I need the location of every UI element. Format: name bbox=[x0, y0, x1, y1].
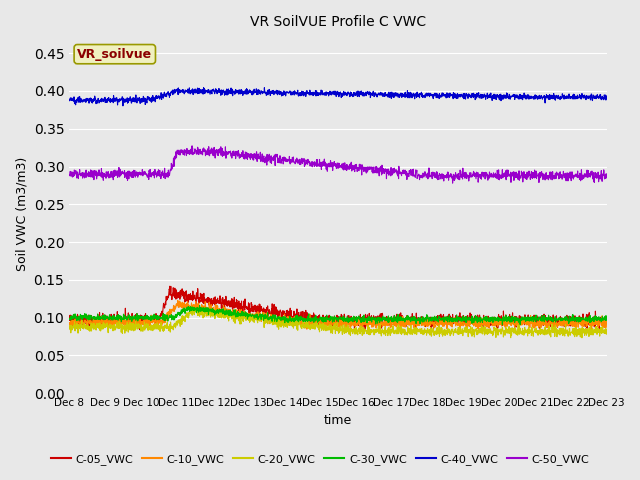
X-axis label: time: time bbox=[324, 414, 352, 427]
Line: C-20_VWC: C-20_VWC bbox=[69, 308, 607, 338]
C-20_VWC bbox=[578, 335, 586, 341]
C-40_VWC bbox=[588, 91, 595, 97]
C-40_VWC bbox=[313, 90, 321, 96]
C-30_VWC bbox=[196, 302, 204, 308]
C-20_VWC bbox=[189, 305, 197, 311]
C-30_VWC bbox=[588, 318, 595, 324]
C-50_VWC bbox=[449, 180, 456, 186]
Legend: C-05_VWC, C-10_VWC, C-20_VWC, C-30_VWC, C-40_VWC, C-50_VWC: C-05_VWC, C-10_VWC, C-20_VWC, C-30_VWC, … bbox=[47, 450, 593, 469]
C-20_VWC bbox=[93, 321, 100, 326]
C-30_VWC bbox=[499, 322, 506, 327]
C-30_VWC bbox=[313, 316, 321, 322]
C-40_VWC bbox=[200, 85, 207, 91]
C-50_VWC bbox=[188, 143, 196, 149]
C-10_VWC bbox=[603, 319, 611, 325]
C-50_VWC bbox=[313, 157, 321, 163]
C-40_VWC bbox=[489, 96, 497, 102]
C-05_VWC bbox=[166, 283, 173, 289]
C-10_VWC bbox=[174, 298, 182, 303]
Line: C-30_VWC: C-30_VWC bbox=[69, 305, 607, 324]
C-40_VWC bbox=[93, 98, 100, 104]
C-20_VWC bbox=[65, 326, 73, 332]
C-20_VWC bbox=[603, 331, 611, 337]
C-30_VWC bbox=[65, 316, 73, 322]
C-50_VWC bbox=[65, 173, 73, 179]
C-05_VWC bbox=[489, 323, 497, 328]
C-05_VWC bbox=[588, 317, 595, 323]
C-40_VWC bbox=[119, 103, 127, 109]
C-20_VWC bbox=[313, 320, 321, 325]
C-10_VWC bbox=[588, 322, 595, 327]
C-30_VWC bbox=[489, 318, 497, 324]
C-05_VWC bbox=[588, 319, 595, 324]
C-30_VWC bbox=[327, 314, 335, 320]
C-50_VWC bbox=[603, 175, 611, 180]
C-05_VWC bbox=[136, 327, 143, 333]
C-40_VWC bbox=[327, 89, 335, 95]
Line: C-10_VWC: C-10_VWC bbox=[69, 300, 607, 330]
Text: VR_soilvue: VR_soilvue bbox=[77, 48, 152, 60]
Line: C-50_VWC: C-50_VWC bbox=[69, 146, 607, 183]
C-10_VWC bbox=[313, 322, 321, 327]
C-05_VWC bbox=[65, 315, 73, 321]
C-40_VWC bbox=[65, 97, 73, 103]
C-10_VWC bbox=[93, 321, 100, 327]
C-05_VWC bbox=[93, 318, 100, 324]
C-50_VWC bbox=[489, 174, 497, 180]
C-10_VWC bbox=[489, 322, 497, 328]
C-30_VWC bbox=[93, 316, 100, 322]
C-40_VWC bbox=[588, 91, 595, 97]
C-50_VWC bbox=[93, 176, 100, 182]
C-20_VWC bbox=[588, 332, 595, 337]
C-05_VWC bbox=[603, 320, 611, 326]
C-50_VWC bbox=[588, 171, 595, 177]
C-20_VWC bbox=[327, 330, 335, 336]
C-20_VWC bbox=[588, 328, 595, 334]
Line: C-40_VWC: C-40_VWC bbox=[69, 88, 607, 106]
C-50_VWC bbox=[588, 172, 595, 178]
C-30_VWC bbox=[588, 315, 595, 321]
C-50_VWC bbox=[327, 161, 335, 167]
C-20_VWC bbox=[489, 333, 497, 338]
Y-axis label: Soil VWC (m3/m3): Soil VWC (m3/m3) bbox=[15, 156, 28, 271]
C-05_VWC bbox=[313, 320, 321, 326]
Line: C-05_VWC: C-05_VWC bbox=[69, 286, 607, 330]
C-30_VWC bbox=[603, 313, 611, 319]
C-10_VWC bbox=[327, 318, 335, 324]
C-40_VWC bbox=[603, 93, 611, 99]
C-10_VWC bbox=[320, 327, 328, 333]
C-10_VWC bbox=[588, 325, 595, 331]
C-05_VWC bbox=[327, 319, 335, 325]
Title: VR SoilVUE Profile C VWC: VR SoilVUE Profile C VWC bbox=[250, 15, 426, 29]
C-10_VWC bbox=[65, 321, 73, 326]
